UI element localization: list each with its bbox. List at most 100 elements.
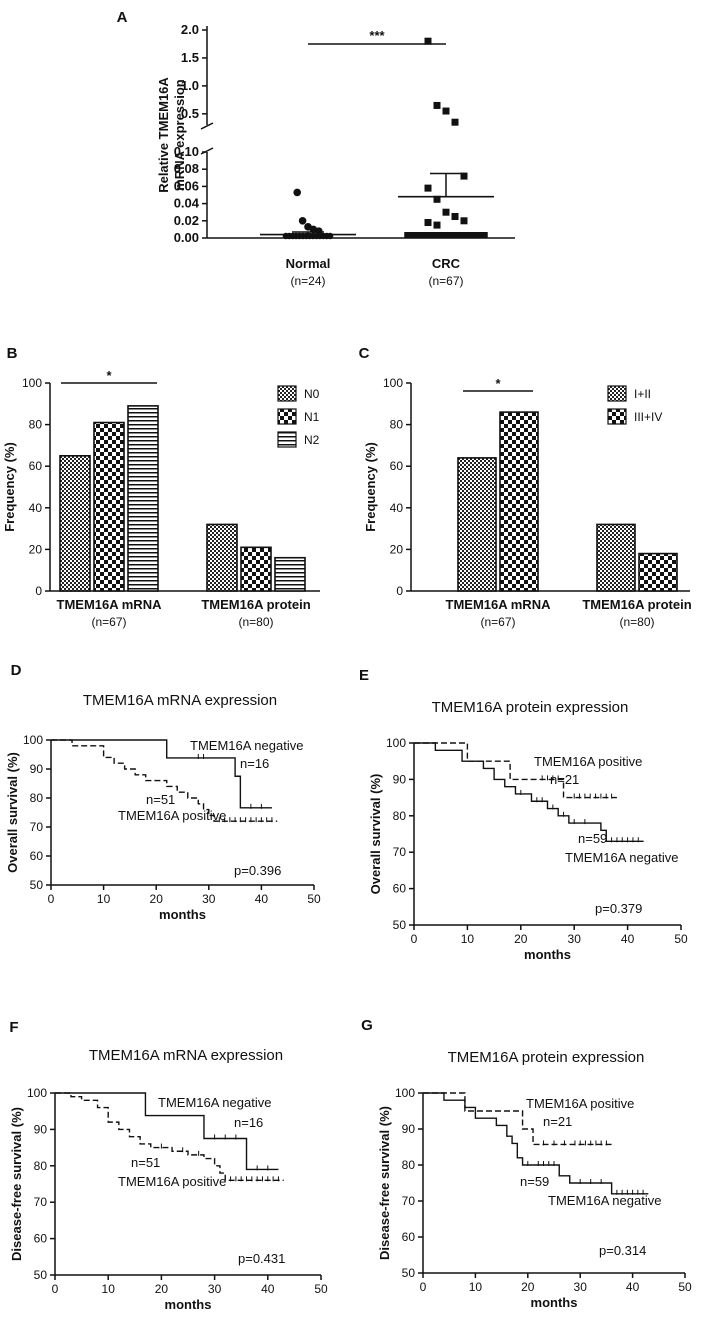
bar-n1 — [240, 546, 272, 592]
panel-a-y-tick-label: 0.02 — [174, 213, 199, 228]
p-value-label: p=0.314 — [599, 1243, 646, 1258]
km-curve-solid — [55, 1092, 279, 1171]
y-tick-label: 100 — [395, 1086, 415, 1100]
group-n: (n=80) — [238, 615, 273, 629]
series-n-label: n=59 — [520, 1174, 549, 1189]
panel-a-point-crc — [404, 232, 411, 238]
panel-a-y-tick-label: 0.00 — [174, 230, 199, 245]
chart-title: TMEM16A protein expression — [448, 1049, 645, 1066]
x-tick-label: 30 — [568, 932, 582, 946]
y-tick-label: 50 — [34, 1268, 48, 1282]
x-tick-label: 20 — [150, 892, 164, 906]
series-name-label: TMEM16A positive — [526, 1096, 634, 1111]
x-tick-label: 20 — [521, 1280, 535, 1294]
x-axis-label: months — [531, 1295, 578, 1310]
x-tick-label: 10 — [469, 1280, 483, 1294]
legend-label: N0 — [304, 387, 320, 401]
panel-a-point-crc — [424, 37, 432, 45]
series-n-label: n=59 — [578, 831, 607, 846]
km-curve-dashed — [414, 742, 617, 799]
panel-a-axis-break-mark — [200, 122, 214, 130]
x-axis-label: months — [524, 947, 571, 962]
y-tick-label: 60 — [390, 459, 404, 473]
y-axis-label: Frequency (%) — [2, 442, 17, 532]
y-tick-label: 50 — [393, 918, 407, 932]
y-tick-label: 100 — [22, 376, 42, 390]
x-tick-label: 30 — [208, 1282, 222, 1296]
group-n: (n=67) — [91, 615, 126, 629]
group-n: (n=67) — [480, 615, 515, 629]
y-tick-label: 90 — [34, 1122, 48, 1136]
panel-a-point-crc — [413, 232, 420, 238]
panel-a-point-crc — [419, 232, 426, 238]
y-tick-label: 80 — [402, 1158, 416, 1172]
x-tick-label: 30 — [574, 1280, 588, 1294]
chart-title: TMEM16A mRNA expression — [83, 692, 277, 709]
y-tick-label: 0 — [396, 584, 403, 598]
series-n-label: n=51 — [146, 792, 175, 807]
x-axis-label: months — [159, 907, 206, 922]
series-name-label: TMEM16A positive — [118, 808, 226, 823]
panel-letter: G — [361, 1017, 373, 1034]
bar-iii-iv — [638, 552, 678, 592]
panel-a-point-crc — [424, 184, 432, 192]
panel-c: C 0 20 40 60 80 100 Frequency (%) TMEM16A mRNA (n… — [359, 345, 692, 629]
panel-a: A 0.5 1.0 1.5 2.0 0.00 0.02 0.04 0.06 0.08 0.10Rel… — [117, 9, 515, 288]
panel-letter: F — [9, 1019, 18, 1036]
series-name-label: TMEM16A negative — [190, 738, 303, 753]
y-tick-label: 100 — [383, 376, 403, 390]
panel-b: B 0 20 40 60 80 100 Frequency (%) TMEM16A mRNA (n… — [2, 345, 320, 629]
km-curve-solid — [414, 742, 644, 842]
x-tick-label: 50 — [307, 892, 321, 906]
series-n-label: n=16 — [240, 756, 269, 771]
panel-a-point-crc — [463, 232, 470, 238]
bar-iii-iv — [499, 411, 539, 592]
panel-a-point-crc — [447, 232, 454, 238]
legend-swatch — [607, 408, 627, 425]
x-tick-label: 40 — [621, 932, 635, 946]
y-tick-label: 80 — [29, 418, 43, 432]
panel-a-point-crc — [450, 232, 457, 238]
significance-label: * — [106, 368, 112, 383]
series-n-label: n=21 — [543, 1114, 572, 1129]
y-tick-label: 40 — [390, 501, 404, 515]
panel-a-significance-label: *** — [369, 28, 385, 43]
group-label: TMEM16A protein — [201, 597, 310, 612]
panel-letter: B — [7, 345, 18, 362]
bar-n0 — [59, 454, 91, 592]
panel-a-point-normal — [315, 227, 323, 235]
panel-a-point-crc — [433, 101, 441, 109]
km-curve-dashed — [55, 1092, 284, 1182]
p-value-label: p=0.431 — [238, 1251, 285, 1266]
panel-a-point-crc — [416, 232, 423, 238]
y-tick-label: 90 — [402, 1122, 416, 1136]
panel-a-point-normal — [293, 188, 302, 197]
x-tick-label: 20 — [155, 1282, 169, 1296]
group-label: TMEM16A mRNA — [446, 597, 552, 612]
panel-a-point-crc — [460, 172, 468, 180]
y-tick-label: 80 — [30, 791, 44, 805]
y-tick-label: 70 — [34, 1195, 48, 1209]
panel-a-point-crc — [451, 213, 459, 220]
bar-i-ii — [457, 457, 497, 592]
y-tick-label: 60 — [34, 1232, 48, 1246]
x-axis-label: months — [165, 1297, 212, 1312]
panel-a-point-crc — [429, 232, 436, 238]
panel-a-point-normal — [298, 217, 307, 225]
panel-a-point-crc — [472, 232, 479, 238]
panel-a-y-tick-label: 0.10 — [174, 144, 199, 159]
legend-label: I+II — [634, 387, 651, 401]
panel-a-category-label: Normal — [286, 256, 331, 271]
panel-a-point-crc — [475, 232, 482, 238]
panel-a-point-crc — [478, 232, 485, 238]
y-tick-label: 60 — [402, 1230, 416, 1244]
x-tick-label: 10 — [97, 892, 111, 906]
y-tick-label: 90 — [393, 772, 407, 786]
x-tick-label: 0 — [411, 932, 418, 946]
panel-a-point-crc — [453, 232, 460, 238]
group-n: (n=80) — [619, 615, 654, 629]
y-axis-label: Overall survival (%) — [5, 752, 20, 873]
y-tick-label: 60 — [30, 849, 44, 863]
series-n-label: n=51 — [131, 1155, 160, 1170]
